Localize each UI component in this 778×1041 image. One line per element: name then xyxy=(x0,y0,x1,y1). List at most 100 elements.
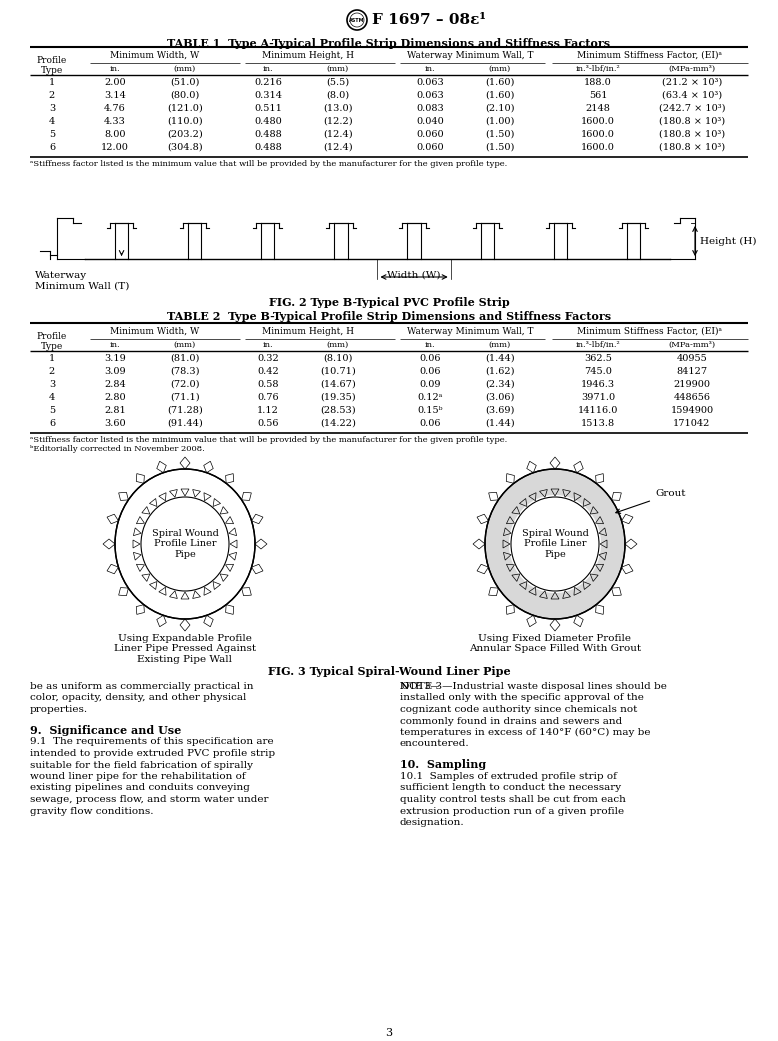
Text: Profile
Type: Profile Type xyxy=(37,56,67,75)
Text: 3971.0: 3971.0 xyxy=(581,393,615,402)
Text: 0.56: 0.56 xyxy=(258,418,279,428)
Text: (80.0): (80.0) xyxy=(170,91,200,100)
Text: TABLE 2  Type B-Typical Profile Strip Dimensions and Stiffness Factors: TABLE 2 Type B-Typical Profile Strip Dim… xyxy=(167,311,611,322)
Text: OTE 3—: OTE 3— xyxy=(402,682,440,691)
Text: (12.4): (12.4) xyxy=(323,143,352,152)
Text: Minimum Height, H: Minimum Height, H xyxy=(262,51,354,60)
Text: (8.0): (8.0) xyxy=(327,91,349,100)
Text: 1513.8: 1513.8 xyxy=(581,418,615,428)
Text: 4.76: 4.76 xyxy=(104,104,126,113)
Text: (mm): (mm) xyxy=(173,65,196,73)
Text: properties.: properties. xyxy=(30,705,88,714)
Text: in.³-lbf/in.²: in.³-lbf/in.² xyxy=(576,341,620,349)
Text: 0.06: 0.06 xyxy=(419,354,441,363)
Text: Waterway Minimum Wall, T: Waterway Minimum Wall, T xyxy=(407,51,533,60)
Text: (14.22): (14.22) xyxy=(320,418,356,428)
Text: 1600.0: 1600.0 xyxy=(581,143,615,152)
Text: (110.0): (110.0) xyxy=(167,117,203,126)
Text: 561: 561 xyxy=(589,91,608,100)
Text: 4: 4 xyxy=(49,117,55,126)
Text: suitable for the field fabrication of spirally: suitable for the field fabrication of sp… xyxy=(30,761,253,769)
Text: (MPa-mm³): (MPa-mm³) xyxy=(668,341,716,349)
Text: 2.81: 2.81 xyxy=(104,406,126,415)
Text: (2.10): (2.10) xyxy=(485,104,515,113)
Text: (71.28): (71.28) xyxy=(167,406,203,415)
Text: (71.1): (71.1) xyxy=(170,393,200,402)
Text: 219900: 219900 xyxy=(674,380,710,389)
Text: 10.  Sampling: 10. Sampling xyxy=(400,759,486,770)
Text: 6: 6 xyxy=(49,143,55,152)
Text: F 1697 – 08ε¹: F 1697 – 08ε¹ xyxy=(372,12,486,27)
Text: Waterway
Minimum Wall (T): Waterway Minimum Wall (T) xyxy=(35,271,129,290)
Text: Grout: Grout xyxy=(616,489,685,513)
Text: FIG. 2 Type B-Typical PVC Profile Strip: FIG. 2 Type B-Typical PVC Profile Strip xyxy=(268,297,510,308)
Text: 0.083: 0.083 xyxy=(416,104,444,113)
Text: 3.60: 3.60 xyxy=(104,418,126,428)
Text: intended to provide extruded PVC profile strip: intended to provide extruded PVC profile… xyxy=(30,750,275,758)
Text: (28.53): (28.53) xyxy=(321,406,356,415)
Text: (14.67): (14.67) xyxy=(320,380,356,389)
Text: (8.10): (8.10) xyxy=(324,354,352,363)
Text: color, opacity, density, and other physical: color, opacity, density, and other physi… xyxy=(30,693,247,703)
Text: (1.62): (1.62) xyxy=(485,367,515,376)
Text: 3.14: 3.14 xyxy=(104,91,126,100)
Text: 0.480: 0.480 xyxy=(254,117,282,126)
Text: 0.060: 0.060 xyxy=(416,130,443,139)
Text: 0.76: 0.76 xyxy=(258,393,279,402)
Text: 0.58: 0.58 xyxy=(258,380,279,389)
Text: (81.0): (81.0) xyxy=(170,354,200,363)
Text: (mm): (mm) xyxy=(489,341,511,349)
Text: ᵇEditorially corrected in November 2008.: ᵇEditorially corrected in November 2008. xyxy=(30,445,205,453)
Text: 1600.0: 1600.0 xyxy=(581,117,615,126)
Text: Profile
Type: Profile Type xyxy=(37,332,67,352)
Text: 0.12ᵃ: 0.12ᵃ xyxy=(417,393,443,402)
Text: 6: 6 xyxy=(49,418,55,428)
Text: Minimum Stiffness Factor, (EI)ᵃ: Minimum Stiffness Factor, (EI)ᵃ xyxy=(577,327,723,336)
Text: 1: 1 xyxy=(49,354,55,363)
Text: 0.06: 0.06 xyxy=(419,418,441,428)
Text: (304.8): (304.8) xyxy=(167,143,203,152)
Text: (21.2 × 10³): (21.2 × 10³) xyxy=(662,78,722,87)
Text: ᵃStiffness factor listed is the minimum value that will be provided by the manuf: ᵃStiffness factor listed is the minimum … xyxy=(30,160,507,168)
Text: (51.0): (51.0) xyxy=(170,78,200,87)
Text: temperatures in excess of 140°F (60°C) may be: temperatures in excess of 140°F (60°C) m… xyxy=(400,728,650,737)
Text: Minimum Width, W: Minimum Width, W xyxy=(110,51,200,60)
Text: ASTM: ASTM xyxy=(349,18,365,23)
Text: 0.040: 0.040 xyxy=(416,117,444,126)
Text: Spiral Wound
Profile Liner
Pipe: Spiral Wound Profile Liner Pipe xyxy=(152,529,219,559)
Text: Using Fixed Diameter Profile
Annular Space Filled With Grout: Using Fixed Diameter Profile Annular Spa… xyxy=(469,634,641,654)
Text: 0.32: 0.32 xyxy=(257,354,279,363)
Text: 0.488: 0.488 xyxy=(254,130,282,139)
Text: 1600.0: 1600.0 xyxy=(581,130,615,139)
Text: in.: in. xyxy=(425,341,436,349)
Text: in.: in. xyxy=(110,341,121,349)
Text: 1.12: 1.12 xyxy=(257,406,279,415)
Text: 0.488: 0.488 xyxy=(254,143,282,152)
Text: existing pipelines and conduits conveying: existing pipelines and conduits conveyin… xyxy=(30,784,250,792)
Text: (91.44): (91.44) xyxy=(167,418,203,428)
Ellipse shape xyxy=(511,497,599,591)
Text: 1946.3: 1946.3 xyxy=(581,380,615,389)
Text: in.³-lbf/in.²: in.³-lbf/in.² xyxy=(576,65,620,73)
Text: 3.09: 3.09 xyxy=(104,367,126,376)
Text: 10.1  Samples of extruded profile strip of: 10.1 Samples of extruded profile strip o… xyxy=(400,772,617,781)
Text: (1.50): (1.50) xyxy=(485,143,515,152)
Text: 40955: 40955 xyxy=(677,354,707,363)
Text: Minimum Height, H: Minimum Height, H xyxy=(262,327,354,336)
Text: 0.06: 0.06 xyxy=(419,367,441,376)
Text: Using Expandable Profile
Liner Pipe Pressed Against
Existing Pipe Wall: Using Expandable Profile Liner Pipe Pres… xyxy=(114,634,256,664)
Text: (1.60): (1.60) xyxy=(485,78,515,87)
Ellipse shape xyxy=(115,469,255,619)
Text: extrusion production run of a given profile: extrusion production run of a given prof… xyxy=(400,807,624,815)
Text: (mm): (mm) xyxy=(489,65,511,73)
Text: 3: 3 xyxy=(49,380,55,389)
Text: Waterway Minimum Wall, T: Waterway Minimum Wall, T xyxy=(407,327,533,336)
Text: 2148: 2148 xyxy=(586,104,611,113)
Text: 0.063: 0.063 xyxy=(416,78,444,87)
Text: in.: in. xyxy=(263,65,273,73)
Text: 4: 4 xyxy=(49,393,55,402)
Ellipse shape xyxy=(485,469,625,619)
Text: ᵃStiffness factor listed is the minimum value that will be provided by the manuf: ᵃStiffness factor listed is the minimum … xyxy=(30,436,507,445)
Text: FIG. 3 Typical Spiral-Wound Liner Pipe: FIG. 3 Typical Spiral-Wound Liner Pipe xyxy=(268,666,510,677)
Text: (242.7 × 10³): (242.7 × 10³) xyxy=(659,104,725,113)
